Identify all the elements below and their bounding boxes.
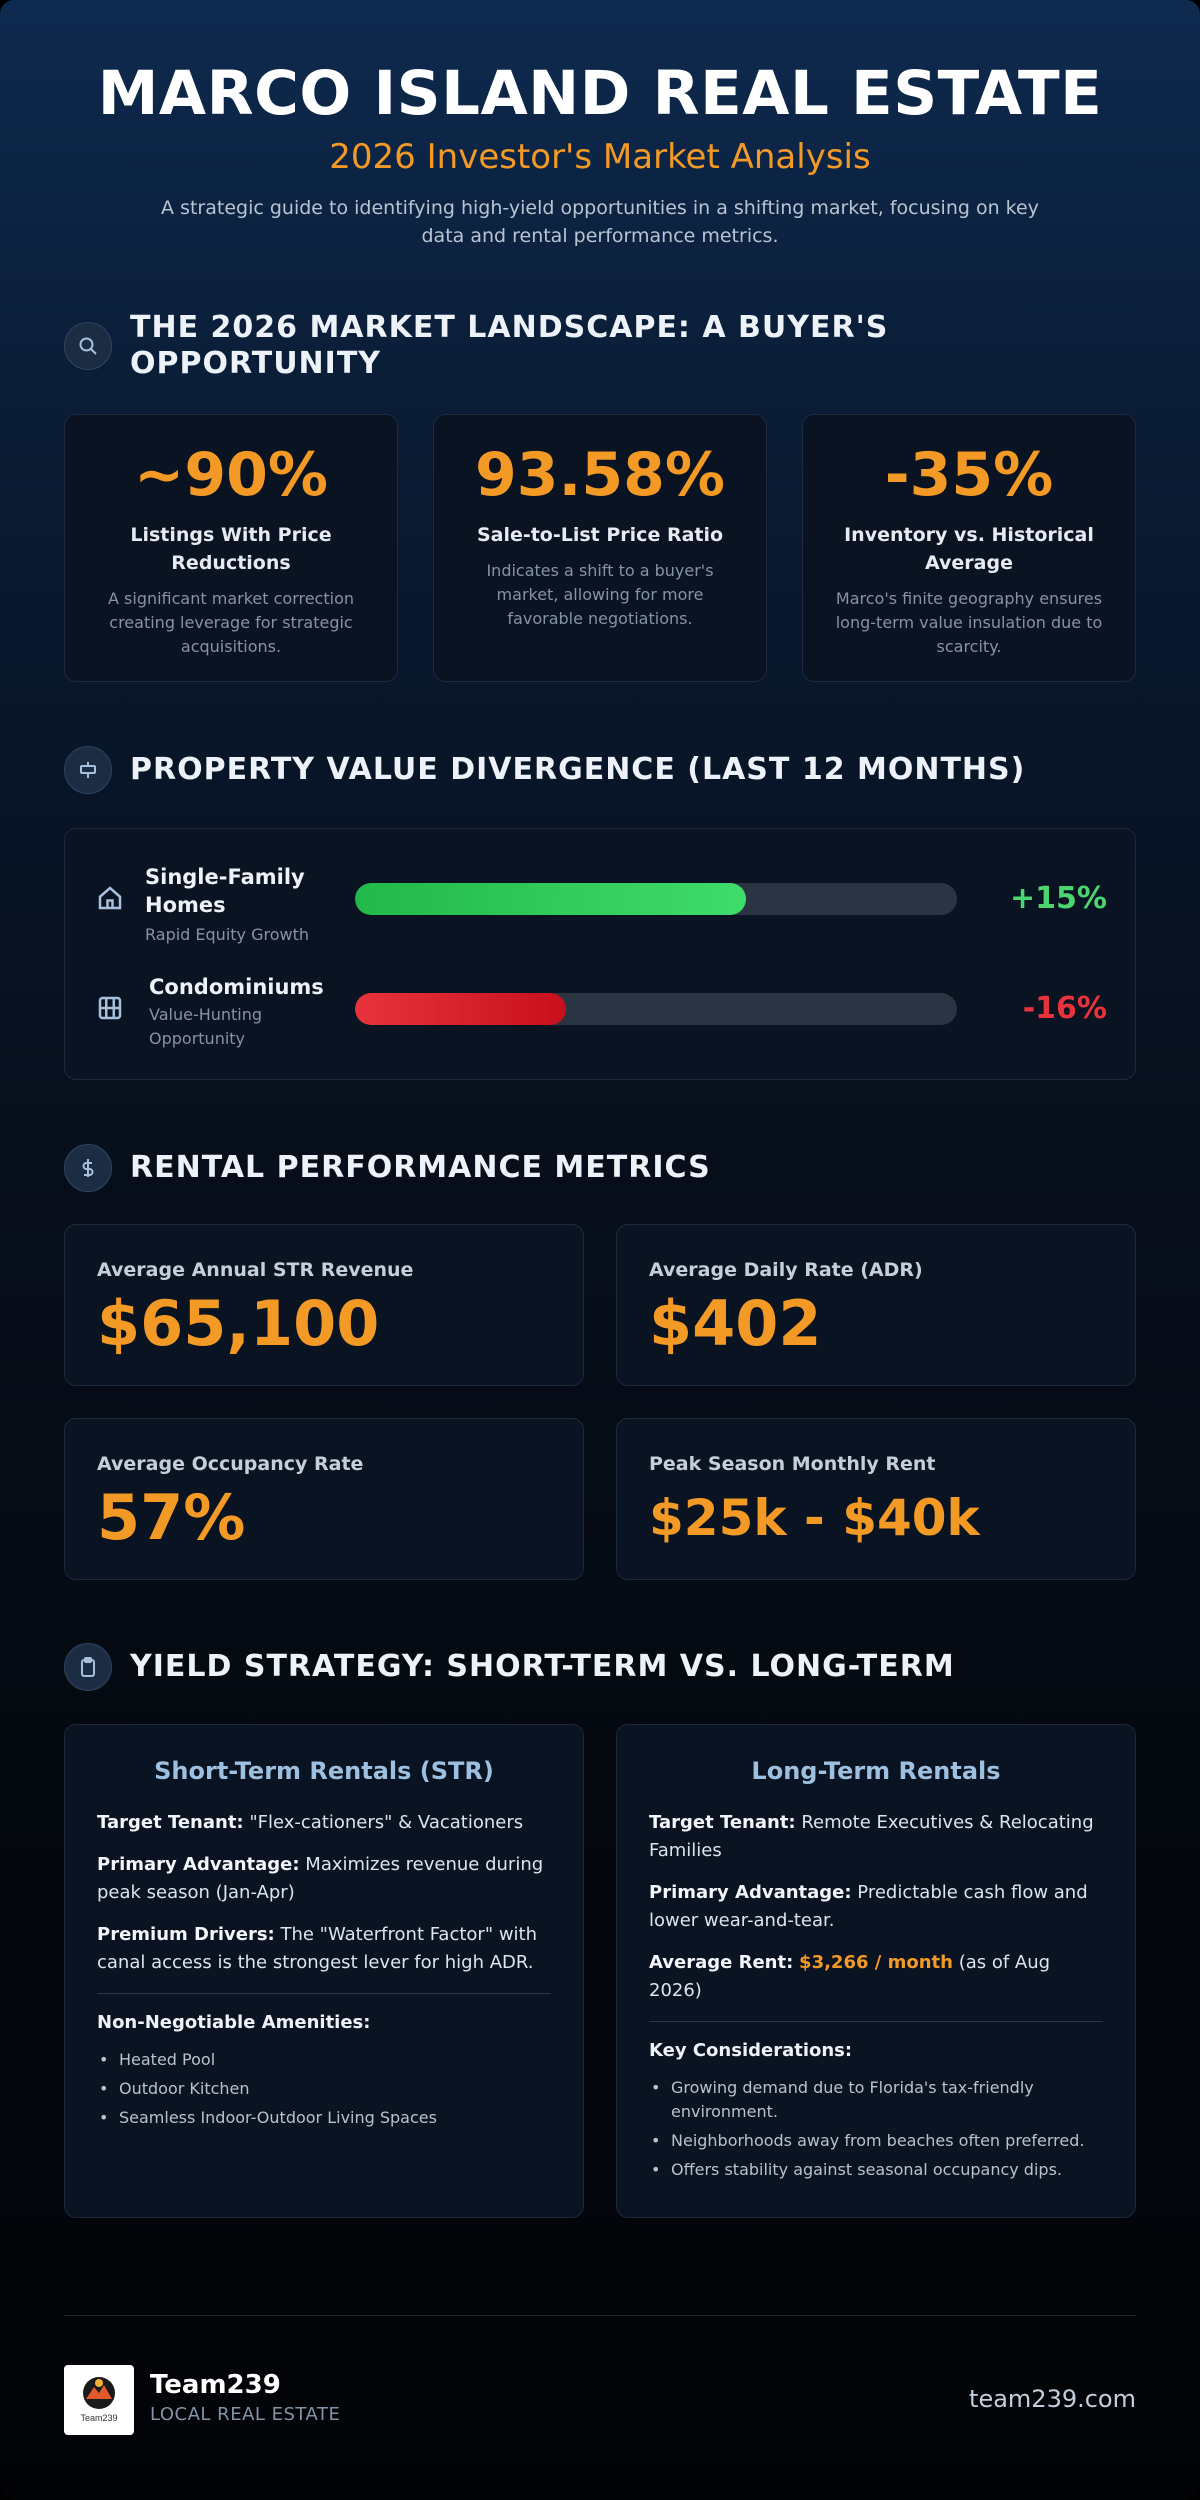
str-drivers: Premium Drivers: The "Waterfront Factor"… <box>97 1921 551 1977</box>
divergence-row: Condominiums Value-Hunting Opportunity -… <box>65 973 1137 1048</box>
divergence-row: Single-Family Homes Rapid Equity Growth … <box>65 863 1137 944</box>
value: Remote Executives & Relocating Families <box>649 1812 1094 1861</box>
brand-tagline: LOCAL REAL ESTATE <box>150 2404 341 2425</box>
list-item: Seamless Indoor-Outdoor Living Spaces <box>97 2106 551 2130</box>
divergence-percent: +15% <box>1010 881 1107 916</box>
list-item: Growing demand due to Florida's tax-frie… <box>649 2076 1103 2124</box>
house-icon <box>95 883 125 913</box>
stat-label: Sale-to-List Price Ratio <box>476 524 724 546</box>
progress-track <box>355 883 957 915</box>
stat-card: -35% Inventory vs. Historical Average Ma… <box>802 414 1136 682</box>
logo-text: Team239 <box>80 2413 117 2423</box>
rental-section-header: RENTAL PERFORMANCE METRICS <box>64 1144 1136 1192</box>
website-link[interactable]: team239.com <box>969 2385 1136 2413</box>
rent-note: (as of Aug 2026) <box>649 1952 1051 2001</box>
list-item: Outdoor Kitchen <box>97 2077 551 2101</box>
divergence-name: Single-Family Homes <box>145 865 305 917</box>
stat-value: -35% <box>884 440 1054 510</box>
section-title: PROPERTY VALUE DIVERGENCE (LAST 12 MONTH… <box>130 752 1026 787</box>
stat-description: Marco's finite geography ensures long-te… <box>835 589 1103 656</box>
str-title: Short-Term Rentals (STR) <box>154 1757 494 1785</box>
label: Target Tenant: <box>97 1812 244 1833</box>
clipboard-icon <box>64 1643 112 1691</box>
divergence-section-header: PROPERTY VALUE DIVERGENCE (LAST 12 MONTH… <box>64 746 1136 794</box>
label: Primary Advantage: <box>97 1854 300 1875</box>
value: The "Waterfront Factor" with canal acces… <box>97 1924 538 1973</box>
label: Average Rent: <box>649 1952 794 1973</box>
value: "Flex-cationers" & Vacationers <box>243 1812 524 1833</box>
list-item: Neighborhoods away from beaches often pr… <box>649 2129 1103 2153</box>
label: Primary Advantage: <box>649 1882 852 1903</box>
dollar-icon <box>64 1144 112 1192</box>
search-icon <box>64 322 112 370</box>
footer-divider <box>64 2315 1136 2316</box>
divergence-percent: -16% <box>1022 991 1107 1026</box>
str-card: Short-Term Rentals (STR) Target Tenant: … <box>64 1724 584 2218</box>
label: Premium Drivers: <box>97 1924 275 1945</box>
metric-label: Average Daily Rate (ADR) <box>649 1259 923 1281</box>
stat-card: ~90% Listings With Price Reductions A si… <box>64 414 398 682</box>
value: Maximizes revenue during peak season (Ja… <box>97 1854 544 1903</box>
ltr-target: Target Tenant: Remote Executives & Reloc… <box>649 1809 1103 1865</box>
landscape-section-header: THE 2026 MARKET LANDSCAPE: A BUYER'S OPP… <box>64 310 1136 382</box>
divider <box>649 2021 1103 2022</box>
ltr-rent: Average Rent: $3,266 / month (as of Aug … <box>649 1949 1103 2005</box>
divergence-subtitle: Value-Hunting Opportunity <box>149 1005 263 1048</box>
stat-label: Listings With Price Reductions <box>130 524 332 574</box>
rent-value: $3,266 / month <box>799 1952 953 1973</box>
ltr-title: Long-Term Rentals <box>751 1757 1001 1785</box>
value: Predictable cash flow and lower wear-and… <box>649 1882 1088 1931</box>
stat-label: Inventory vs. Historical Average <box>844 524 1094 574</box>
divider <box>97 1993 551 1994</box>
progress-fill <box>355 883 747 915</box>
yield-section-header: YIELD STRATEGY: SHORT-TERM VS. LONG-TERM <box>64 1643 1136 1691</box>
list-item: Offers stability against seasonal occupa… <box>649 2158 1103 2182</box>
section-title: YIELD STRATEGY: SHORT-TERM VS. LONG-TERM <box>130 1649 955 1684</box>
metric-label: Peak Season Monthly Rent <box>649 1453 936 1475</box>
metric-label: Average Annual STR Revenue <box>97 1259 414 1281</box>
stat-value: ~90% <box>134 440 328 510</box>
amenities-list: Heated Pool Outdoor Kitchen Seamless Ind… <box>97 2048 551 2130</box>
sign-icon <box>64 746 112 794</box>
metric-value: 57% <box>97 1481 246 1554</box>
list-item: Heated Pool <box>97 2048 551 2072</box>
building-icon <box>95 993 125 1023</box>
metric-card: Average Annual STR Revenue $65,100 <box>64 1224 584 1386</box>
stat-value: 93.58% <box>475 440 725 510</box>
intro-text: A strategic guide to identifying high-yi… <box>161 197 1039 247</box>
amenities-title: Non-Negotiable Amenities: <box>97 2012 371 2033</box>
ltr-advantage: Primary Advantage: Predictable cash flow… <box>649 1879 1103 1935</box>
str-advantage: Primary Advantage: Maximizes revenue dur… <box>97 1851 551 1907</box>
brand-name: Team239 <box>150 2370 281 2400</box>
metric-label: Average Occupancy Rate <box>97 1453 364 1475</box>
stat-description: Indicates a shift to a buyer's market, a… <box>486 561 714 628</box>
progress-track <box>355 993 957 1025</box>
divergence-subtitle: Rapid Equity Growth <box>145 925 310 944</box>
metric-card: Average Daily Rate (ADR) $402 <box>616 1224 1136 1386</box>
section-title: RENTAL PERFORMANCE METRICS <box>130 1150 711 1185</box>
team239-logo: Team239 <box>64 2365 134 2435</box>
metric-value: $402 <box>649 1287 822 1360</box>
page-subtitle: 2026 Investor's Market Analysis <box>329 137 871 177</box>
header: MARCO ISLAND REAL ESTATE 2026 Investor's… <box>0 58 1200 250</box>
page-title: MARCO ISLAND REAL ESTATE <box>97 58 1103 129</box>
label: Target Tenant: <box>649 1812 796 1833</box>
section-title: THE 2026 MARKET LANDSCAPE: A BUYER'S OPP… <box>130 310 889 381</box>
ltr-card: Long-Term Rentals Target Tenant: Remote … <box>616 1724 1136 2218</box>
divergence-card: Single-Family Homes Rapid Equity Growth … <box>64 828 1136 1080</box>
considerations-title: Key Considerations: <box>649 2040 853 2061</box>
divergence-name: Condominiums <box>149 975 324 999</box>
str-target: Target Tenant: "Flex-cationers" & Vacati… <box>97 1809 551 1837</box>
stat-card: 93.58% Sale-to-List Price Ratio Indicate… <box>433 414 767 682</box>
metric-value: $65,100 <box>97 1287 380 1360</box>
considerations-list: Growing demand due to Florida's tax-frie… <box>649 2076 1103 2182</box>
metric-card: Peak Season Monthly Rent $25k - $40k <box>616 1418 1136 1580</box>
metric-card: Average Occupancy Rate 57% <box>64 1418 584 1580</box>
stat-description: A significant market correction creating… <box>108 589 354 656</box>
metric-value: $25k - $40k <box>649 1489 980 1547</box>
progress-fill <box>355 993 566 1025</box>
